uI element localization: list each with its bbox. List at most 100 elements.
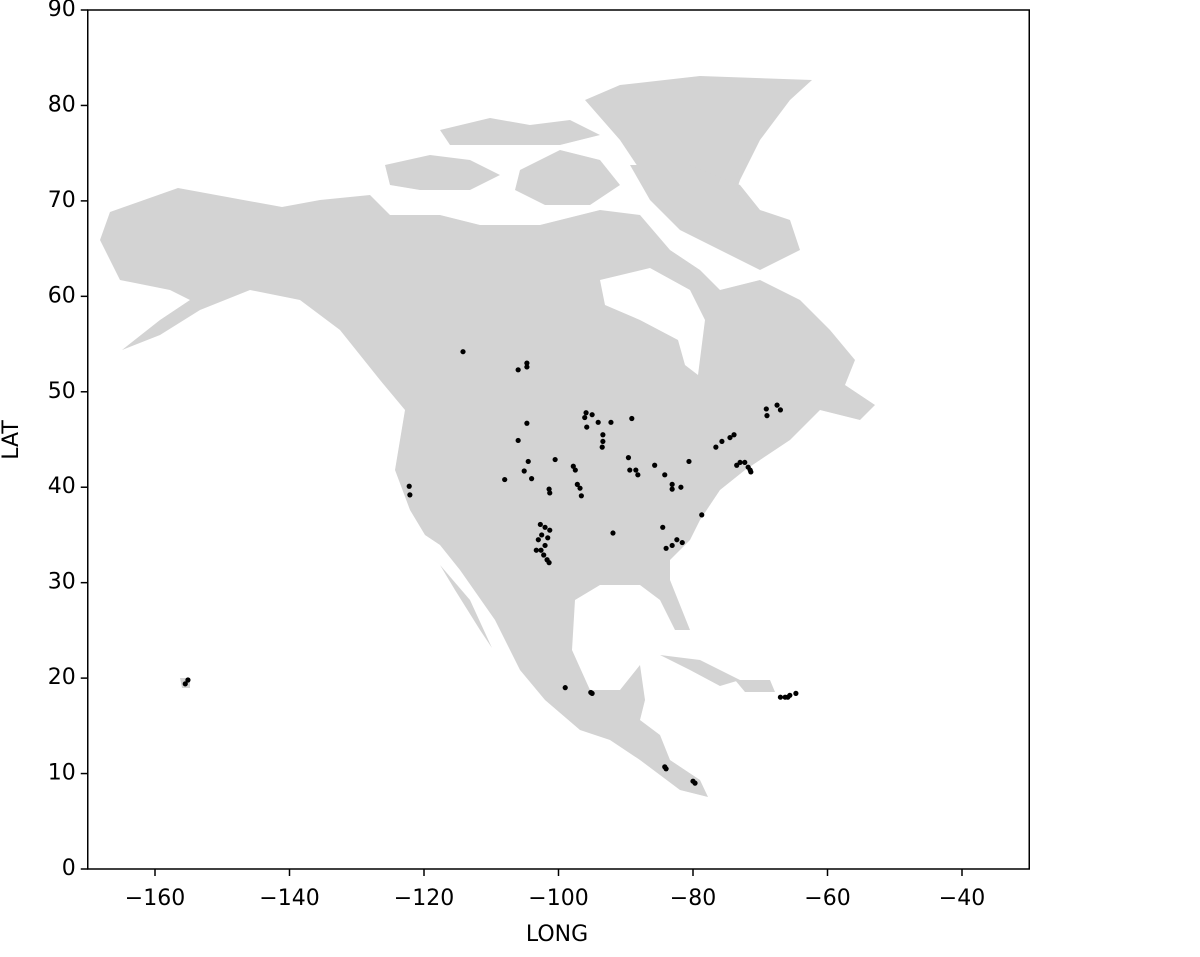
x-tick-label: −80 (670, 886, 716, 911)
point (541, 552, 547, 558)
point (679, 539, 685, 546)
point (662, 472, 668, 478)
y-tick-label: 60 (48, 283, 76, 308)
point (577, 485, 583, 491)
point (542, 524, 548, 530)
point (572, 467, 578, 473)
y-tick-label: 80 (48, 92, 76, 117)
point (529, 476, 535, 482)
point (542, 542, 548, 549)
point (635, 472, 641, 478)
y-tick-label: 0 (62, 856, 76, 881)
point (669, 542, 675, 549)
point (777, 407, 784, 413)
point (713, 444, 719, 450)
point (525, 458, 531, 465)
point (538, 547, 544, 553)
point (539, 532, 545, 538)
cuba (660, 655, 740, 686)
point (552, 456, 558, 463)
point (748, 469, 754, 475)
point (547, 490, 553, 496)
point (610, 530, 616, 536)
point (774, 402, 780, 408)
point (545, 535, 551, 541)
point (533, 547, 539, 553)
point (737, 459, 743, 466)
y-tick-label: 40 (48, 474, 76, 499)
y-tick-label: 90 (48, 0, 76, 22)
point (764, 413, 770, 419)
point (742, 459, 748, 466)
point (582, 414, 588, 421)
point (660, 524, 666, 530)
point (627, 467, 633, 473)
arctic-island (515, 150, 620, 205)
point (570, 463, 576, 469)
point (524, 420, 530, 426)
point (537, 521, 543, 528)
baja (440, 565, 492, 648)
point (669, 486, 675, 492)
point (678, 484, 684, 490)
x-tick-label: −160 (125, 886, 185, 911)
point (182, 681, 188, 687)
point (663, 545, 669, 551)
point (502, 476, 508, 483)
point (521, 468, 527, 474)
hispaniola (735, 680, 775, 692)
point (663, 766, 669, 772)
point (599, 444, 605, 450)
point (692, 780, 698, 786)
point (674, 537, 680, 543)
point (699, 512, 705, 518)
x-tick-label: −100 (528, 886, 588, 911)
x-tick-label: −120 (394, 886, 454, 911)
point (686, 458, 692, 465)
y-tick-label: 70 (48, 188, 76, 213)
point (185, 677, 191, 683)
point (633, 467, 639, 473)
point (608, 419, 614, 425)
map-background (100, 76, 875, 797)
point (562, 685, 568, 691)
point (719, 438, 725, 445)
north-america (100, 188, 875, 797)
arctic-island (385, 155, 500, 190)
point (589, 412, 595, 418)
point (460, 349, 466, 355)
hudson-bay (600, 268, 705, 375)
point (515, 367, 521, 373)
point (625, 455, 632, 461)
point (600, 432, 606, 438)
point (574, 481, 580, 487)
point (524, 360, 530, 366)
point (535, 537, 541, 543)
point (578, 493, 584, 499)
point (589, 690, 595, 696)
arctic-island (630, 165, 800, 270)
y-axis-label: LAT (0, 420, 24, 460)
y-tick-label: 50 (48, 379, 76, 404)
point (793, 690, 799, 696)
point (731, 432, 737, 438)
point (727, 434, 733, 441)
point (787, 692, 793, 698)
greenland (585, 76, 812, 230)
x-tick-label: −40 (939, 886, 985, 911)
point (515, 437, 521, 444)
point (595, 419, 601, 425)
point (763, 406, 769, 412)
point (583, 410, 589, 416)
point (407, 492, 413, 498)
y-tick-label: 30 (48, 570, 76, 595)
point (652, 462, 658, 468)
point (584, 424, 590, 430)
point (777, 694, 784, 700)
point (600, 438, 606, 445)
point (669, 481, 675, 487)
point (547, 527, 553, 533)
x-tick-label: −60 (804, 886, 850, 911)
point (524, 364, 530, 370)
